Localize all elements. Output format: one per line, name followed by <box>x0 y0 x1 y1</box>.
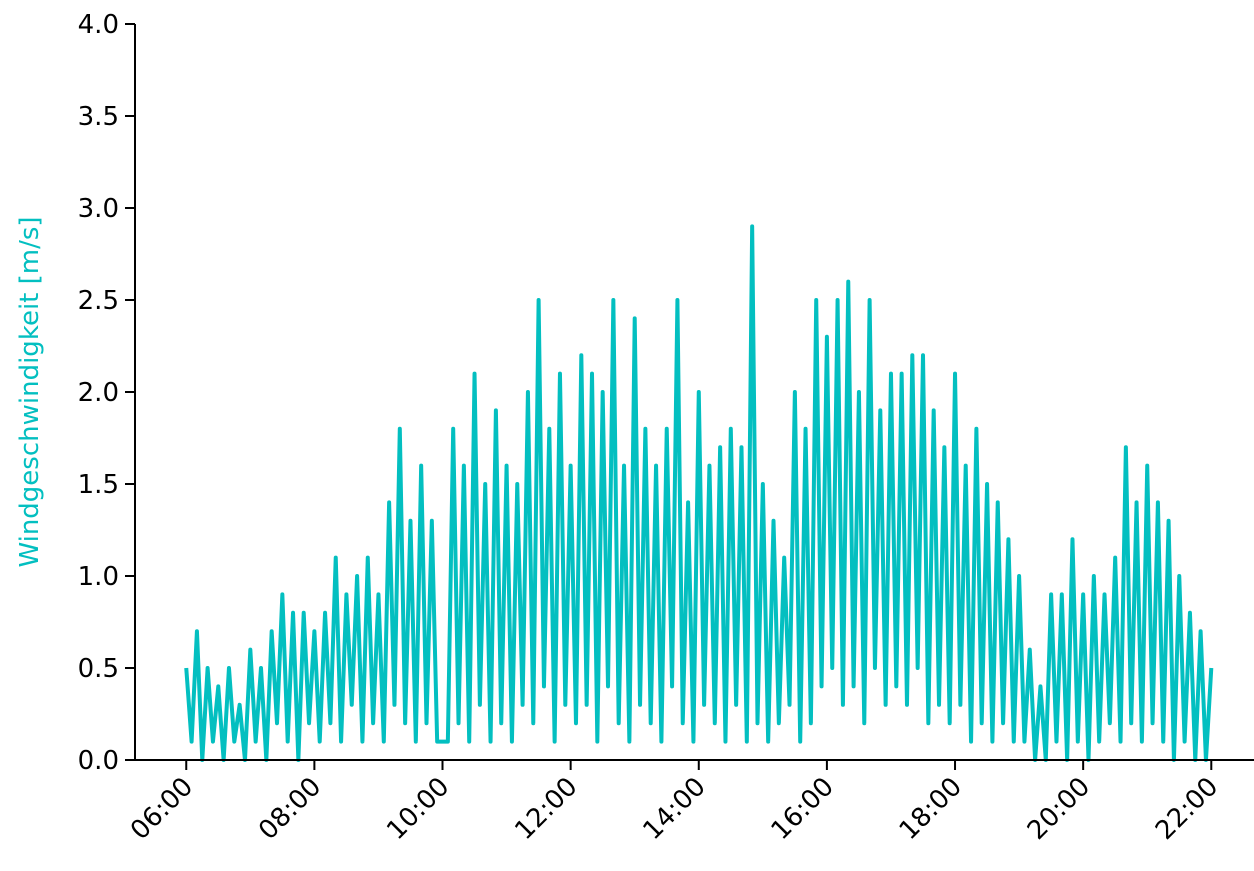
x-tick-label: 22:00 <box>1150 772 1224 846</box>
y-tick-label: 1.5 <box>78 470 119 500</box>
y-tick-label: 4.0 <box>78 10 119 40</box>
y-tick-label: 0.5 <box>78 654 119 684</box>
y-tick-label: 2.0 <box>78 378 119 408</box>
x-tick-label: 14:00 <box>638 772 712 846</box>
y-axis-label: Windgeschwindigkeit [m/s] <box>15 216 45 567</box>
x-tick-label: 06:00 <box>125 772 199 846</box>
y-tick-label: 2.5 <box>78 286 119 316</box>
y-tick-label: 3.0 <box>78 194 119 224</box>
data-line <box>184 224 1214 762</box>
y-tick-label: 0.0 <box>78 746 119 776</box>
x-tick-label: 08:00 <box>253 772 327 846</box>
x-tick-label: 18:00 <box>894 772 968 846</box>
x-tick-label: 10:00 <box>381 772 455 846</box>
y-tick-label: 3.5 <box>78 102 119 132</box>
x-tick-label: 12:00 <box>509 772 583 846</box>
y-tick-label: 1.0 <box>78 562 119 592</box>
x-tick-label: 20:00 <box>1022 772 1096 846</box>
x-tick-label: 16:00 <box>766 772 840 846</box>
